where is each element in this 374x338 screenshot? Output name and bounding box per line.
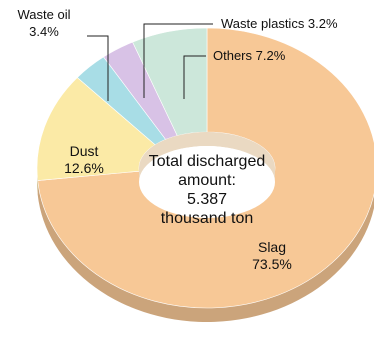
label-slag-line-2: 73.5% — [252, 256, 292, 272]
label-waste-oil-line-1: Waste oil — [18, 7, 71, 22]
donut-hole-floor — [139, 146, 275, 218]
label-waste-oil-line-2: 3.4% — [29, 24, 59, 39]
center-label-line-4: thousand ton — [161, 210, 254, 227]
center-label-line-3: 5.387 — [187, 191, 227, 208]
label-slag-line-1: Slag — [258, 239, 286, 255]
label-dust-line-1: Dust — [70, 143, 99, 159]
label-others-line-1: Others 7.2% — [213, 48, 286, 63]
donut-hole-inner-wall — [139, 132, 275, 182]
leader-waste-plastics — [143, 23, 213, 98]
center-label-line-1: Total discharged — [149, 153, 266, 170]
leader-others — [183, 55, 206, 99]
center-label-line-2: amount: — [178, 172, 236, 189]
label-waste-plastics-line-1: Waste plastics 3.2% — [221, 16, 338, 31]
leader-waste-oil — [87, 35, 109, 101]
label-dust-line-2: 12.6% — [64, 160, 104, 176]
